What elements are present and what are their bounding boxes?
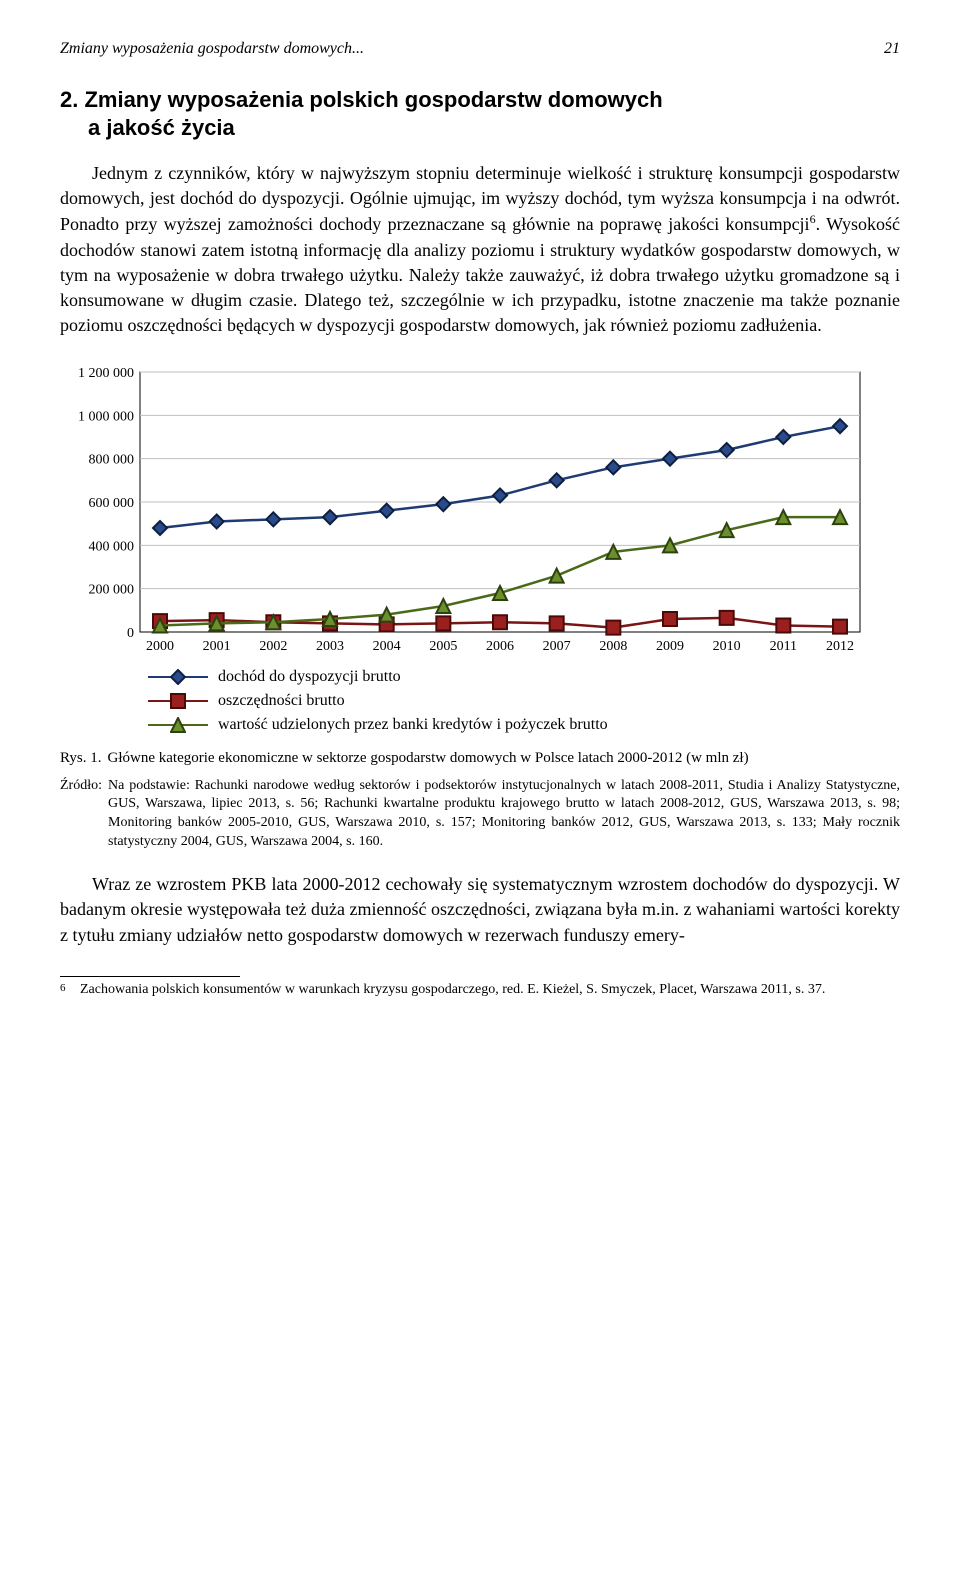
footnote-6: 6 Zachowania polskich konsumentów w waru… [60, 981, 900, 999]
svg-text:1 000 000: 1 000 000 [78, 410, 134, 425]
svg-text:2008: 2008 [599, 639, 627, 654]
svg-text:600 000: 600 000 [89, 496, 135, 511]
running-head: Zmiany wyposażenia gospodarstw domowych.… [60, 40, 900, 58]
heading-line1: 2. Zmiany wyposażenia polskich gospodars… [60, 87, 663, 112]
figure-source: Źródło: Na podstawie: Rachunki narodowe … [60, 777, 900, 853]
svg-text:2009: 2009 [656, 639, 684, 654]
svg-text:2005: 2005 [429, 639, 457, 654]
svg-text:2000: 2000 [146, 639, 174, 654]
caption-label: Rys. 1. [60, 748, 102, 768]
legend-swatch [148, 692, 208, 710]
svg-text:200 000: 200 000 [89, 583, 135, 598]
source-label: Źródło: [60, 777, 102, 853]
svg-text:2006: 2006 [486, 639, 514, 654]
legend-label: oszczędności brutto [218, 692, 345, 710]
svg-text:2002: 2002 [259, 639, 287, 654]
section-heading: 2. Zmiany wyposażenia polskich gospodars… [60, 86, 900, 141]
running-title: Zmiany wyposażenia gospodarstw domowych.… [60, 40, 364, 58]
caption-text: Główne kategorie ekonomiczne w sektorze … [108, 748, 749, 768]
legend-label: dochód do dyspozycji brutto [218, 668, 401, 686]
page-number: 21 [884, 40, 900, 58]
chart-svg: 0 200 000 400 000 600 000 800 000 1 000 000 1 … [60, 362, 880, 662]
legend-item-oszcz: oszczędności brutto [148, 692, 900, 710]
legend-label: wartość udzielonych przez banki kredytów… [218, 716, 608, 734]
svg-text:2001: 2001 [203, 639, 231, 654]
svg-text:2010: 2010 [713, 639, 741, 654]
legend-swatch [148, 668, 208, 686]
svg-text:2011: 2011 [770, 639, 797, 654]
line-chart: 0 200 000 400 000 600 000 800 000 1 000 000 1 … [60, 362, 900, 734]
heading-line2: a jakość życia [60, 114, 900, 142]
footnote-rule [60, 976, 240, 977]
svg-text:2007: 2007 [543, 639, 571, 654]
svg-text:2004: 2004 [373, 639, 401, 654]
svg-text:0: 0 [127, 626, 134, 641]
legend-item-kredyty: wartość udzielonych przez banki kredytów… [148, 716, 900, 734]
svg-text:1 200 000: 1 200 000 [78, 366, 134, 381]
legend-swatch [148, 716, 208, 734]
paragraph-1: Jednym z czynników, który w najwyższym s… [60, 161, 900, 338]
paragraph-2: Wraz ze wzrostem PKB lata 2000-2012 cech… [60, 872, 900, 948]
footnote-text: Zachowania polskich konsumentów w warunk… [80, 981, 825, 999]
chart-legend: dochód do dyspozycji brutto oszczędności … [60, 668, 900, 734]
svg-text:400 000: 400 000 [89, 540, 135, 555]
svg-text:2003: 2003 [316, 639, 344, 654]
svg-text:800 000: 800 000 [89, 453, 135, 468]
legend-item-dochod: dochód do dyspozycji brutto [148, 668, 900, 686]
para1-a: Jednym z czynników, który w najwyższym s… [60, 163, 900, 234]
svg-text:2012: 2012 [826, 639, 854, 654]
footnote-num: 6 [60, 981, 80, 999]
figure-caption: Rys. 1. Główne kategorie ekonomiczne w s… [60, 748, 900, 768]
source-text: Na podstawie: Rachunki narodowe według s… [108, 777, 900, 853]
